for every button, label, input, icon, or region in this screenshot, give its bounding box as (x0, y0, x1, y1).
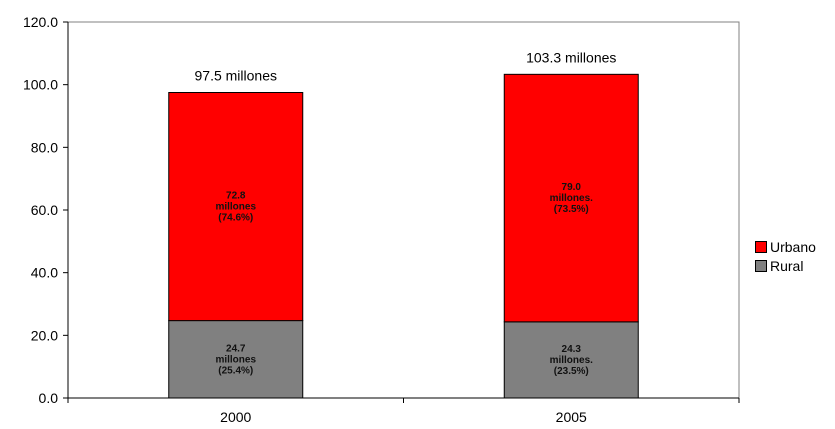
data-label: millones. (550, 355, 594, 366)
x-tick-label: 2005 (556, 409, 587, 425)
data-label: 72.8 (226, 191, 246, 202)
bar-rural-2000 (168, 320, 304, 399)
bars: 24.7millones(25.4%)72.8millones(74.6%)97… (168, 49, 639, 399)
y-tick-label: 120.0 (23, 14, 58, 30)
data-label: 24.7 (226, 343, 246, 354)
data-label: millones. (550, 193, 594, 204)
legend: Urbano Rural (755, 237, 816, 275)
data-label: 24.3 (562, 344, 582, 355)
legend-label-rural: Rural (770, 257, 804, 274)
legend-swatch-rural (755, 259, 767, 272)
data-label: 79.0 (562, 182, 582, 193)
data-label: (73.5%) (554, 204, 589, 215)
y-tick-label: 60.0 (31, 202, 58, 218)
legend-item-rural: Rural (755, 256, 816, 275)
y-tick-label: 80.0 (31, 139, 58, 155)
legend-item-urbano: Urbano (755, 237, 816, 256)
x-tick-label: 2000 (220, 409, 251, 425)
bar-urbano-2000 (168, 92, 304, 322)
y-tick-label: 0.0 (39, 390, 59, 406)
y-tick-label: 100.0 (23, 77, 58, 93)
data-label: (23.5%) (554, 366, 589, 377)
data-label: millones (215, 202, 256, 213)
legend-swatch-urbano (755, 240, 767, 253)
total-label: 103.3 millones (526, 49, 616, 65)
bar-rural-2005 (503, 321, 639, 399)
data-label: millones (215, 354, 256, 365)
y-axis: 0.0 20.0 40.0 60.0 80.0 100.0 120.0 (23, 14, 69, 406)
bar-urbano-2005 (503, 73, 639, 323)
y-tick-label: 20.0 (31, 327, 58, 343)
total-label: 97.5 millones (195, 68, 278, 84)
legend-label-urbano: Urbano (770, 238, 816, 255)
y-tick-label: 40.0 (31, 265, 58, 281)
data-label: (74.6%) (218, 213, 253, 224)
x-axis: 2000 2005 (67, 397, 740, 425)
data-label: (25.4%) (218, 365, 253, 376)
